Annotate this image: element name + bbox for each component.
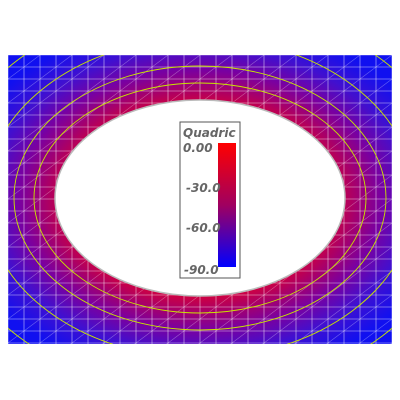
mesh-line-diagonal: [71, 55, 105, 80]
mesh-line-diagonal: [359, 222, 392, 248]
mesh-line-diagonal: [390, 342, 392, 344]
contour-lines: [8, 55, 392, 344]
mesh-line-diagonal: [167, 55, 201, 80]
mesh-line-diagonal: [8, 174, 41, 200]
mesh-line-diagonal: [103, 78, 137, 104]
mesh-line-diagonal: [38, 342, 41, 344]
mesh-line-diagonal: [359, 78, 392, 104]
mesh-line-diagonal: [327, 318, 361, 344]
mesh-line-diagonal: [8, 246, 41, 272]
mesh-line-diagonal: [167, 318, 201, 344]
mesh-line-diagonal: [327, 222, 361, 248]
legend-label-3: -60.0: [186, 221, 221, 235]
mesh-line-diagonal: [71, 294, 105, 320]
contour-line: [33, 82, 367, 314]
mesh-line-diagonal: [359, 55, 392, 80]
mesh-line-diagonal: [294, 342, 297, 344]
mesh-line-diagonal: [39, 55, 73, 80]
mesh-line-diagonal: [198, 342, 201, 344]
mesh-line-diagonal: [8, 270, 41, 296]
mesh-line-diagonal: [295, 102, 329, 128]
mesh-line-diagonal: [359, 102, 392, 128]
mesh-line-diagonal: [199, 294, 233, 320]
mesh-line-diagonal: [231, 78, 265, 104]
mesh-line-diagonal: [39, 126, 73, 152]
mesh-line-diagonal: [135, 294, 169, 320]
mesh-line-diagonal: [39, 318, 73, 344]
mesh-line-diagonal: [359, 126, 392, 152]
legend-label-min: -90.0: [184, 263, 219, 277]
mesh-line-diagonal: [327, 126, 361, 152]
mesh-line-diagonal: [359, 198, 392, 224]
mesh-line-diagonal: [359, 246, 392, 272]
mesh-line-diagonal: [135, 78, 169, 104]
mesh-line-diagonal: [199, 78, 233, 104]
mesh-line-diagonal: [8, 318, 41, 344]
mesh-line-diagonal: [8, 126, 41, 152]
color-bar: [218, 143, 236, 267]
legend-frame: [179, 121, 241, 279]
mesh-line-diagonal: [327, 294, 361, 320]
mesh-line-diagonal: [295, 294, 329, 320]
mesh-line-diagonal: [103, 55, 137, 80]
mesh-line-diagonal: [135, 318, 169, 344]
mesh-line-diagonal: [359, 294, 392, 320]
mesh-line-diagonal: [326, 342, 329, 344]
mesh-line-diagonal: [103, 318, 137, 344]
elliptical-hole: [54, 99, 346, 297]
mesh-line-diagonal: [359, 150, 392, 176]
legend-label-max: 0.00: [183, 141, 213, 155]
mesh-line-diagonal: [39, 270, 73, 296]
mesh-line-diagonal: [39, 150, 73, 176]
mesh-line-diagonal: [263, 318, 297, 344]
contour-line: [13, 65, 387, 331]
mesh-line-diagonal: [263, 294, 297, 320]
mesh-line-diagonal: [39, 78, 73, 104]
legend-title: Quadric: [183, 126, 236, 140]
mesh-line-diagonal: [199, 318, 233, 344]
mesh-line-diagonal: [358, 342, 361, 344]
mesh-line-diagonal: [166, 342, 169, 344]
mesh-line-diagonal: [359, 318, 392, 344]
mesh-line-diagonal: [135, 55, 169, 80]
mesh-line-diagonal: [295, 55, 329, 80]
mesh-line-diagonal: [39, 246, 73, 272]
mesh-line-diagonal: [262, 342, 265, 344]
mesh-line-diagonal: [327, 270, 361, 296]
mesh-line-diagonal: [71, 318, 105, 344]
mesh-line-diagonal: [230, 342, 233, 344]
mesh-line-diagonal: [263, 55, 297, 80]
mesh-line-diagonal: [8, 55, 41, 80]
mesh-line-diagonal: [8, 198, 41, 224]
mesh-line-diagonal: [8, 150, 41, 176]
mesh-line-diagonal: [8, 222, 41, 248]
mesh-line-diagonal: [39, 294, 73, 320]
mesh-line-diagonal: [8, 102, 41, 128]
mesh-line-diagonal: [167, 294, 201, 320]
mesh-line-diagonal: [70, 342, 73, 344]
mesh-line-diagonal: [231, 55, 265, 80]
mesh-line-diagonal: [102, 342, 105, 344]
mesh-line-diagonal: [327, 78, 361, 104]
mesh-line-diagonal: [134, 342, 137, 344]
mesh-line-diagonal: [199, 55, 233, 80]
mesh-line-diagonal: [103, 294, 137, 320]
mesh-line-diagonal: [231, 294, 265, 320]
mesh-line-diagonal: [8, 294, 41, 320]
mesh-line-diagonal: [327, 55, 361, 80]
legend-label-2: -30.0: [186, 181, 221, 195]
scalar-bar-legend[interactable]: Quadric 0.00 -30.0 -60.0 -90.0: [179, 121, 241, 279]
mesh-line-diagonal: [359, 270, 392, 296]
mesh-line-diagonal: [8, 78, 41, 104]
mesh-line-diagonal: [359, 174, 392, 200]
mesh-line-diagonal: [295, 78, 329, 104]
